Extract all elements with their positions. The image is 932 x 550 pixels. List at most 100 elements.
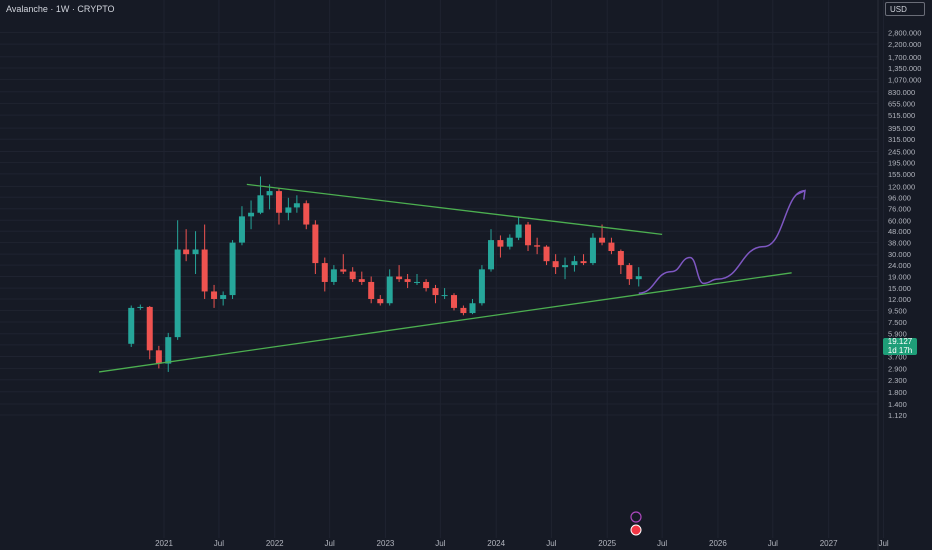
candle-body	[626, 265, 633, 280]
candle-body	[155, 350, 162, 364]
y-tick-label: 2.900	[888, 364, 907, 373]
x-tick-label: Jul	[878, 539, 888, 548]
x-tick-label: Jul	[657, 539, 667, 548]
candle-body	[303, 203, 310, 225]
event-marker-icon[interactable]	[630, 511, 642, 523]
y-tick-label: 2,200.000	[888, 40, 921, 49]
y-tick-label: 12.000	[888, 295, 911, 304]
candle-body	[617, 251, 624, 266]
bar-countdown: 1d 17h	[887, 345, 913, 355]
y-tick-label: 1,700.000	[888, 53, 921, 62]
candle-body	[396, 276, 403, 280]
grid	[0, 0, 885, 538]
candle-body	[552, 261, 559, 268]
candle-body	[146, 306, 153, 351]
last-price: 19.127	[887, 337, 913, 346]
candle-body	[174, 249, 181, 338]
y-tick-label: 30.000	[888, 250, 911, 259]
y-tick-label: 19.000	[888, 273, 911, 282]
candle-body	[469, 303, 476, 314]
x-tick-label: 2025	[598, 539, 616, 548]
candles	[128, 176, 642, 372]
candle-body	[248, 212, 255, 217]
y-tick-label: 1,070.000	[888, 75, 921, 84]
y-tick-label: 3.700	[888, 353, 907, 362]
y-tick-label: 245.000	[888, 147, 915, 156]
x-tick-label: 2023	[377, 539, 395, 548]
y-tick-label: 2.300	[888, 376, 907, 385]
candle-body	[404, 279, 411, 282]
trendlines	[98, 183, 792, 373]
projection-arrowhead	[796, 189, 806, 200]
candle-body	[211, 291, 218, 299]
chart-title: Avalanche · 1W · CRYPTO	[6, 4, 115, 14]
candle-body	[525, 224, 532, 246]
candle-body	[312, 224, 319, 264]
candle-body	[506, 237, 513, 247]
candle-body	[330, 269, 337, 282]
alert-marker-icon[interactable]	[630, 524, 642, 536]
candle-body	[128, 307, 135, 344]
x-tick-label: 2026	[709, 539, 727, 548]
y-tick-label: 195.000	[888, 159, 915, 168]
currency-button[interactable]: USD	[885, 2, 925, 16]
candle-body	[589, 237, 596, 264]
y-tick-label: 2,800.000	[888, 28, 921, 37]
x-tick-label: 2027	[820, 539, 838, 548]
y-tick-label: 1.120	[888, 411, 907, 420]
y-tick-label: 96.000	[888, 193, 911, 202]
candle-body	[534, 245, 541, 247]
y-tick-label: 655.000	[888, 99, 915, 108]
y-tick-label: 15.000	[888, 284, 911, 293]
candle-body	[201, 249, 208, 292]
candle-body	[340, 269, 347, 272]
candle-body	[571, 261, 578, 266]
candle-body	[377, 298, 384, 304]
candle-body	[432, 288, 439, 296]
y-tick-label: 315.000	[888, 135, 915, 144]
x-tick-label: Jul	[435, 539, 445, 548]
candle-body	[543, 246, 550, 262]
projection	[638, 189, 806, 294]
candle-body	[608, 242, 615, 252]
candle-body	[266, 191, 273, 196]
candle-body	[599, 237, 606, 243]
candle-body	[321, 263, 328, 282]
y-tick-label: 76.000	[888, 205, 911, 214]
x-tick-label: 2022	[266, 539, 284, 548]
y-tick-label: 395.000	[888, 124, 915, 133]
candle-body	[192, 249, 199, 255]
candle-body	[368, 281, 375, 299]
x-tick-label: 2021	[155, 539, 173, 548]
candle-body	[460, 307, 467, 314]
candle-body	[285, 207, 292, 213]
support-trendline	[98, 272, 792, 373]
candle-body	[423, 281, 430, 289]
projection-path	[638, 189, 806, 294]
candle-body	[413, 281, 420, 283]
y-tick-label: 48.000	[888, 227, 911, 236]
x-tick-label: Jul	[214, 539, 224, 548]
candle-body	[451, 295, 458, 308]
y-tick-label: 1.400	[888, 400, 907, 409]
candle-body	[275, 191, 282, 213]
candle-body	[183, 249, 190, 255]
x-tick-label: Jul	[325, 539, 335, 548]
last-price-label: 19.127 1d 17h	[883, 337, 917, 355]
time-axis: 2021 Jul 2022 Jul 2023 Jul 2024 Jul 2025 Jul 2026 J…	[155, 539, 889, 548]
y-tick-label: 155.000	[888, 170, 915, 179]
y-tick-label: 1,350.000	[888, 64, 921, 73]
resistance-trendline	[246, 183, 663, 235]
candle-body	[229, 242, 236, 296]
y-tick-label: 38.000	[888, 239, 911, 248]
candle-body	[562, 265, 569, 268]
candle-body	[488, 240, 495, 270]
candle-body	[165, 337, 172, 364]
candle-body	[580, 261, 587, 264]
y-tick-label: 515.000	[888, 111, 915, 120]
candle-body	[515, 224, 522, 238]
candle-body	[441, 295, 448, 297]
y-tick-label: 1.800	[888, 388, 907, 397]
candle-body	[137, 306, 144, 308]
